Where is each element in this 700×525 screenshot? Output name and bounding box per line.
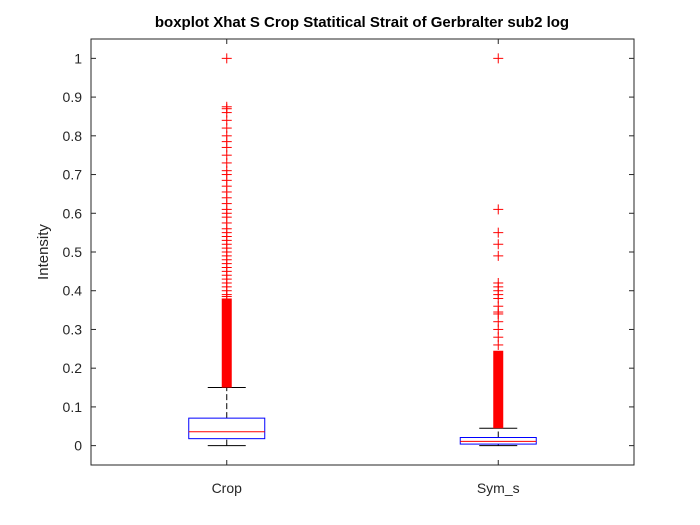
y-tick-label: 0.3 <box>63 321 83 337</box>
y-tick-label: 0.8 <box>63 128 83 144</box>
iqr-box <box>188 417 266 440</box>
x-tick-label: Crop <box>212 480 243 496</box>
axes: 0 0.1 0.2 0.3 0.4 0.5 0.6 0.7 0.8 0.9 1 Crop Sym_s <box>63 38 635 496</box>
outlier-dense-band <box>493 350 504 429</box>
outlier-marker <box>493 227 504 238</box>
y-tick-label: 0.5 <box>63 244 83 260</box>
outlier-marker <box>221 53 232 64</box>
chart-title: boxplot Xhat S Crop Statitical Strait of… <box>155 14 569 31</box>
y-tick-label: 0.7 <box>63 167 83 183</box>
outlier-marker <box>221 101 232 112</box>
outlier-dense-band <box>221 298 232 388</box>
outlier-marker <box>493 53 504 64</box>
plot-area <box>188 53 537 447</box>
box-sym-s <box>459 53 537 447</box>
y-tick-label: 0.9 <box>63 89 83 105</box>
y-axis-label: Intensity <box>35 224 52 280</box>
y-tick-label: 0.1 <box>63 399 83 415</box>
outlier-marker <box>493 204 504 215</box>
outlier-marker <box>493 277 504 288</box>
outlier-marker <box>493 250 504 261</box>
y-tick-label: 0.6 <box>63 205 83 221</box>
y-tick-label: 1 <box>74 50 82 66</box>
iqr-box <box>459 437 537 445</box>
box-crop <box>188 53 266 447</box>
y-tick-label: 0.4 <box>63 283 83 299</box>
x-tick-label: Sym_s <box>477 480 520 496</box>
axes-frame <box>90 38 635 466</box>
y-tick-label: 0 <box>74 438 82 454</box>
y-tick-label: 0.2 <box>63 360 83 376</box>
outlier-marker <box>493 239 504 250</box>
